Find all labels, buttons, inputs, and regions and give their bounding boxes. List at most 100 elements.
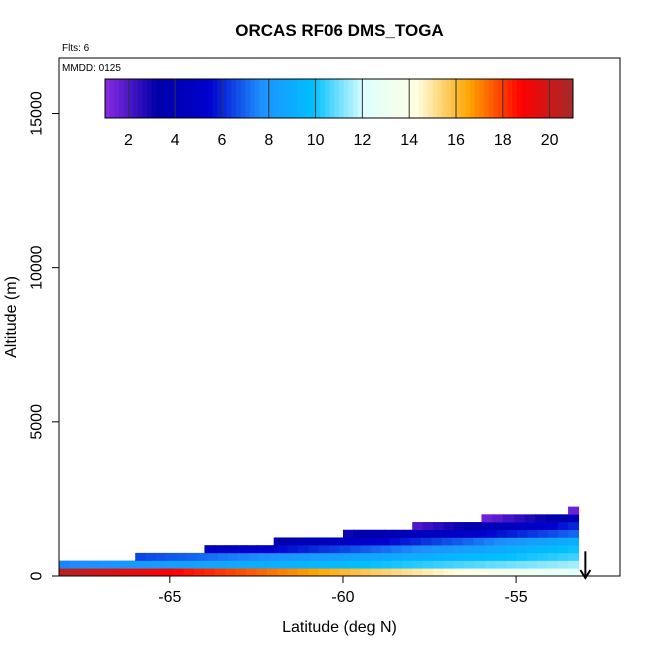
heatmap-cell-0-37 <box>443 568 455 577</box>
heatmap-cell-5-22 <box>568 529 580 538</box>
heatmap-cell-2-21 <box>351 552 363 561</box>
heatmap-cell-6-1 <box>422 522 434 531</box>
heatmap-cell-4-17 <box>452 537 464 546</box>
heatmap-cell-0-23 <box>297 568 309 577</box>
heatmap-cell-4-22 <box>504 537 516 546</box>
heatmap-cell-3-1 <box>214 545 226 554</box>
y-tick-label-0: 0 <box>29 571 46 580</box>
heatmap-cell-0-10 <box>162 568 174 577</box>
direction-arrow <box>579 551 592 580</box>
heatmap-cell-3-22 <box>433 545 444 554</box>
colorbar-swatch-22 <box>207 79 214 118</box>
colorbar-swatch-34 <box>264 79 270 118</box>
colorbar-swatch-67 <box>418 79 424 118</box>
heatmap-cell-0-20 <box>266 568 278 577</box>
colorbar-swatch-83 <box>493 79 499 118</box>
heatmap-cell-3-18 <box>391 545 403 554</box>
heatmap-cell-6-4 <box>453 522 465 531</box>
heatmap-cell-0-4 <box>100 568 112 577</box>
heatmap-cell-2-23 <box>372 552 384 561</box>
heatmap-cell-1-38 <box>453 560 465 569</box>
heatmap-cell-7-6 <box>546 514 558 523</box>
heatmap-cell-1-31 <box>381 560 393 569</box>
colorbar-swatch-88 <box>516 79 523 118</box>
colorbar-swatch-8 <box>142 79 148 118</box>
heatmap-cell-0-44 <box>516 568 528 577</box>
heatmap-cell-4-7 <box>347 537 359 546</box>
heatmap-cell-3-33 <box>547 545 559 554</box>
heatmap-cell-0-24 <box>308 568 320 577</box>
heatmap-cell-4-21 <box>494 537 506 546</box>
heatmap-cell-2-38 <box>526 552 538 561</box>
heatmap-cell-4-2 <box>294 537 306 546</box>
colorbar-swatch-46 <box>320 79 326 118</box>
heatmap-cell-4-5 <box>326 537 338 546</box>
colorbar-swatch-52 <box>348 79 354 118</box>
heatmap-cell-7-7 <box>556 514 569 523</box>
heatmap-cell-5-14 <box>486 529 498 538</box>
heatmap-cell-4-13 <box>410 537 422 546</box>
heatmap-cell-2-32 <box>465 552 476 561</box>
colorbar-swatch-93 <box>540 79 546 118</box>
heatmap-cell-0-0 <box>59 568 70 577</box>
heatmap-cell-5-11 <box>455 529 467 538</box>
heatmap-cell-2-41 <box>557 552 569 561</box>
heatmap-cell-0-33 <box>401 568 413 577</box>
heatmap-cell-4-15 <box>431 537 443 546</box>
heatmap-cell-8-0 <box>568 506 580 515</box>
heatmap-cell-6-8 <box>495 522 507 531</box>
colorbar-swatch-84 <box>498 79 504 118</box>
heatmap-cell-0-46 <box>536 568 548 577</box>
heatmap-cell-0-2 <box>79 568 91 577</box>
heatmap-cell-0-22 <box>287 568 299 577</box>
heatmap-cell-4-16 <box>441 537 453 546</box>
colorbar-swatch-23 <box>212 79 218 118</box>
colorbar-swatch-68 <box>423 79 429 118</box>
heatmap-cell-5-8 <box>424 529 436 538</box>
colorbar-tick-label-1: 4 <box>171 132 180 149</box>
heatmap-cell-4-19 <box>473 537 485 546</box>
heatmap-cell-4-20 <box>483 537 495 546</box>
heatmap-cell-4-18 <box>462 537 474 546</box>
heatmap-cell-6-13 <box>547 522 559 531</box>
heatmap-cell-3-7 <box>277 545 289 554</box>
heatmap-cell-0-43 <box>505 568 517 577</box>
heatmap-cell-7-1 <box>492 514 504 523</box>
colorbar-swatch-48 <box>329 79 335 118</box>
colorbar-swatch-0 <box>105 79 111 118</box>
heatmap-cell-4-11 <box>389 537 401 546</box>
colorbar-swatch-65 <box>409 79 415 118</box>
date-note: MMDD: 0125 <box>62 63 121 74</box>
heatmap-cell-3-20 <box>412 545 424 554</box>
colorbar-swatch-64 <box>404 79 410 118</box>
heatmap-cell-2-26 <box>403 552 415 561</box>
colorbar-tick-label-6: 14 <box>400 132 418 149</box>
heatmap-cell-3-16 <box>370 545 382 554</box>
heatmap-cell-5-2 <box>363 529 375 538</box>
heatmap-cell-3-3 <box>235 545 247 554</box>
heatmap-cell-5-18 <box>527 529 539 538</box>
heatmap-cell-2-31 <box>454 552 466 561</box>
colorbar-swatch-57 <box>371 79 377 118</box>
colorbar-swatch-85 <box>502 79 508 118</box>
colorbar-swatch-73 <box>446 79 452 118</box>
heatmap-cell-2-22 <box>361 552 373 561</box>
colorbar-swatch-89 <box>521 79 527 118</box>
colorbar-swatch-45 <box>315 79 321 118</box>
heatmap-cell-7-3 <box>513 514 526 523</box>
colorbar-swatch-21 <box>203 79 209 118</box>
heatmap-cell-5-6 <box>404 529 416 538</box>
heatmap-cell-4-0 <box>273 537 285 546</box>
heatmap-cell-3-32 <box>536 545 548 554</box>
colorbar-swatch-98 <box>563 79 569 118</box>
heatmap-cell-1-43 <box>505 560 517 569</box>
colorbar-swatch-71 <box>437 79 443 118</box>
heatmap-cell-0-12 <box>183 568 195 577</box>
colorbar-swatch-36 <box>273 79 279 118</box>
heatmap-cell-3-9 <box>297 545 309 554</box>
colorbar-swatch-97 <box>558 79 565 118</box>
colorbar-swatch-28 <box>236 79 242 118</box>
heatmap-cell-0-16 <box>225 568 237 577</box>
colorbar-tick-label-8: 18 <box>494 132 512 149</box>
heatmap-cell-3-2 <box>225 545 237 554</box>
